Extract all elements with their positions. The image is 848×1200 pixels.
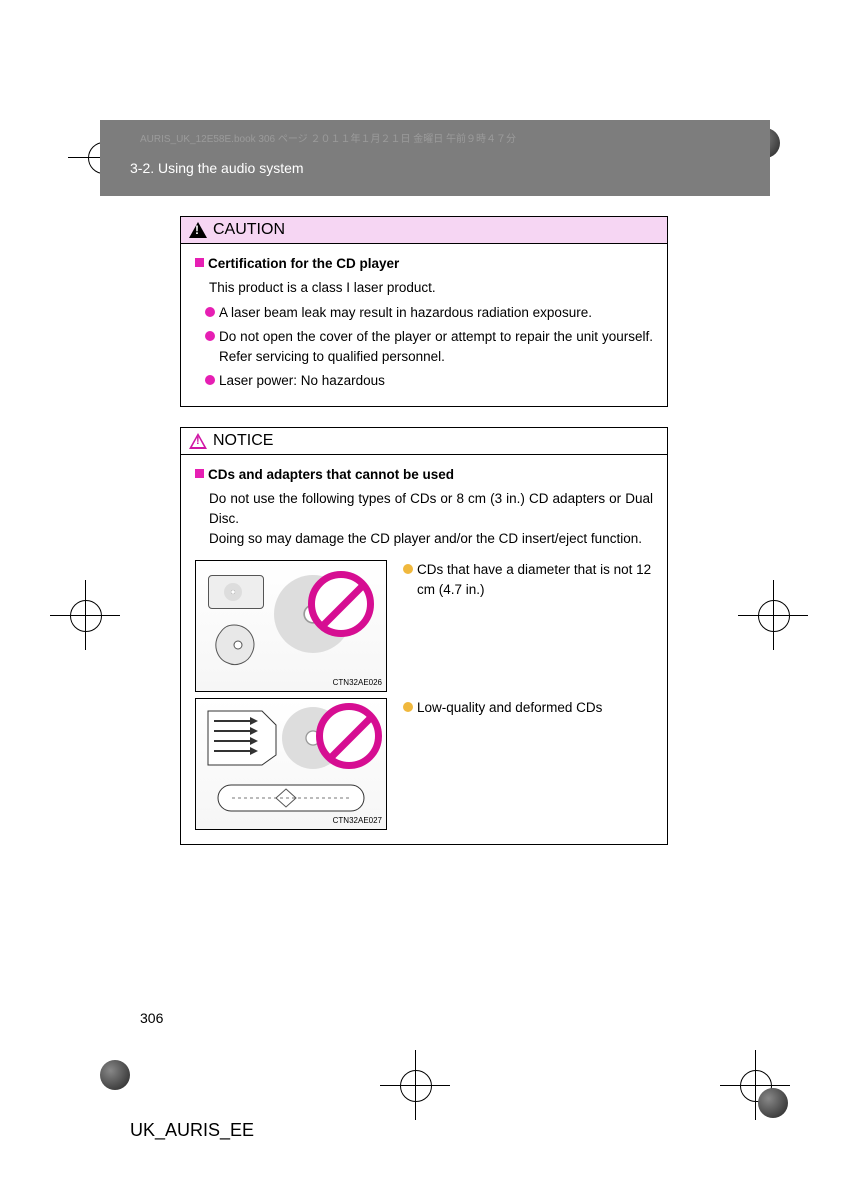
prohibited-icon [316,703,382,769]
notice-heading: CDs and adapters that cannot be used [195,465,653,485]
figure-2-code: CTN32AE027 [333,815,382,827]
figure-1: CTN32AE026 [195,560,387,692]
caution-heading: Certification for the CD player [195,254,653,274]
notice-title-text: NOTICE [213,432,273,450]
dot-icon [205,331,215,341]
notice-box: NOTICE CDs and adapters that cannot be u… [180,427,668,845]
figure-row-1: CTN32AE026 CDs that have a diameter that… [195,560,653,692]
section-header-text: 3-2. Using the audio system [130,160,304,176]
notice-body: CDs and adapters that cannot be used Do … [181,455,667,844]
prohibited-icon [308,571,374,637]
square-bullet-icon [195,258,204,267]
crop-mark-bl [100,1060,130,1090]
figure-2: CTN32AE027 [195,698,387,830]
document-id: UK_AURIS_EE [130,1120,254,1141]
dot-icon [403,564,413,574]
caution-bullet-1: A laser beam leak may result in hazardou… [195,303,653,323]
warning-triangle-outline-icon [189,433,207,449]
dot-icon [205,375,215,385]
page-content: AURIS_UK_12E58E.book 306 ページ ２０１１年１月２１日 … [100,120,748,845]
caution-bullet-3: Laser power: No hazardous [195,371,653,391]
caution-intro: This product is a class I laser product. [195,278,653,298]
section-header-band: AURIS_UK_12E58E.book 306 ページ ２０１１年１月２１日 … [100,120,770,196]
dot-icon [403,702,413,712]
crop-mark-br2 [758,1088,788,1118]
notice-intro2: Doing so may damage the CD player and/or… [195,529,653,549]
warning-triangle-icon [189,222,207,238]
notice-intro1: Do not use the following types of CDs or… [195,489,653,530]
caution-title-text: CAUTION [213,221,285,239]
figure-1-text: CDs that have a diameter that is not 12 … [403,560,653,692]
notice-title-bar: NOTICE [181,428,667,455]
dot-icon [205,307,215,317]
caution-body: Certification for the CD player This pro… [181,244,667,406]
figure-2-text: Low-quality and deformed CDs [403,698,653,830]
print-metadata-line: AURIS_UK_12E58E.book 306 ページ ２０１１年１月２１日 … [140,130,516,145]
square-bullet-icon [195,469,204,478]
page-number: 306 [140,1010,163,1026]
figure-1-code: CTN32AE026 [333,677,382,689]
caution-title-bar: CAUTION [181,217,667,244]
caution-box: CAUTION Certification for the CD player … [180,216,668,407]
figure-row-2: CTN32AE027 Low-quality and deformed CDs [195,698,653,830]
caution-bullet-2: Do not open the cover of the player or a… [195,327,653,368]
